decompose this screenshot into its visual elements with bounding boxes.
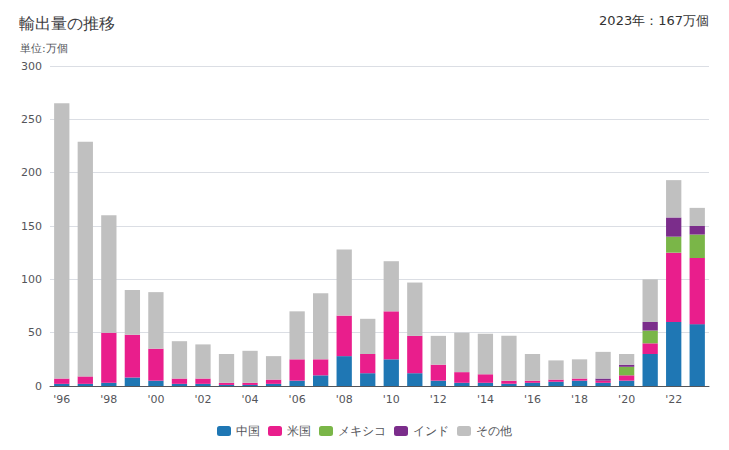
svg-text:輸出量の推移: 輸出量の推移 <box>19 14 115 33</box>
svg-text:米国: 米国 <box>287 424 311 438</box>
svg-text:'02: '02 <box>194 393 211 406</box>
svg-text:2023年：167万個: 2023年：167万個 <box>599 13 709 28</box>
svg-text:200: 200 <box>21 166 42 179</box>
svg-text:'14: '14 <box>477 393 494 406</box>
svg-text:250: 250 <box>21 113 42 126</box>
svg-text:単位:万個: 単位:万個 <box>20 42 68 55</box>
svg-text:中国: 中国 <box>236 424 260 438</box>
svg-text:その他: その他 <box>476 424 512 438</box>
svg-text:'12: '12 <box>430 393 447 406</box>
svg-text:'06: '06 <box>289 393 306 406</box>
svg-text:'96: '96 <box>53 393 70 406</box>
svg-text:'98: '98 <box>100 393 117 406</box>
svg-text:'20: '20 <box>618 393 635 406</box>
svg-text:'22: '22 <box>665 393 682 406</box>
svg-text:インド: インド <box>413 424 449 438</box>
svg-text:'04: '04 <box>242 393 259 406</box>
svg-text:100: 100 <box>21 273 42 286</box>
svg-text:150: 150 <box>21 220 42 233</box>
svg-text:300: 300 <box>21 60 42 73</box>
svg-text:'10: '10 <box>383 393 400 406</box>
svg-text:'08: '08 <box>336 393 353 406</box>
svg-text:'00: '00 <box>147 393 164 406</box>
svg-text:メキシコ: メキシコ <box>338 424 386 438</box>
svg-text:'16: '16 <box>524 393 541 406</box>
svg-text:'18: '18 <box>571 393 588 406</box>
svg-text:0: 0 <box>35 380 42 393</box>
svg-text:50: 50 <box>28 326 42 339</box>
